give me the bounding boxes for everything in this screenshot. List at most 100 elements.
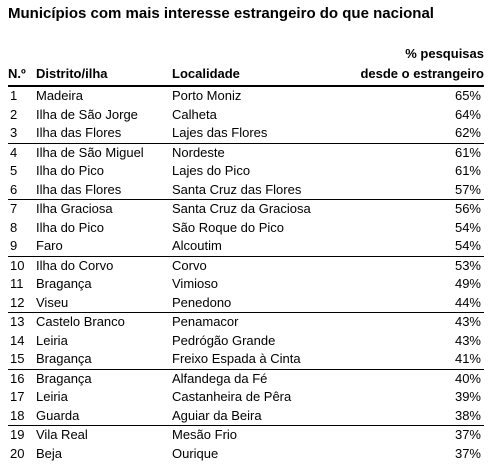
table-row: 19 Vila Real Mesão Frio 37% [8,425,484,445]
table-row: 11 Bragança Vimioso 49% [8,275,484,294]
row-percent: 39% [454,389,481,404]
row-percent: 65% [454,88,481,103]
table-row: 1 Madeira Porto Moniz 65% [8,85,484,106]
row-percent: 43% [454,332,481,348]
table-row: 20 Beja Ourique 37% [8,445,484,464]
row-percent: 61% [454,163,481,178]
row-localidade: Penamacor [172,314,239,329]
table-row: 16 Bragança Alfandega da Fé 40% [8,368,484,389]
row-percent: 44% [454,294,481,310]
row-localidade: Calheta [172,106,217,122]
row-distrito: Ilha do Corvo [36,257,114,273]
row-distrito: Ilha das Flores [36,181,122,197]
row-distrito: Leiria [36,332,68,348]
row-number: 18 [10,407,25,423]
column-header-number: N.º [8,66,26,81]
row-localidade: Pedrógão Grande [172,332,276,348]
row-percent: 54% [454,238,481,253]
row-percent: 56% [454,201,481,216]
row-localidade: Nordeste [172,144,225,160]
row-number: 10 [10,257,25,273]
row-distrito: Ilha de São Miguel [36,144,144,160]
row-distrito: Ilha das Flores [36,125,122,140]
row-percent: 53% [454,257,481,273]
row-number: 16 [10,370,25,386]
table-row: 6 Ilha das Flores Santa Cruz das Flores 57% [8,181,484,200]
table-row: 4 Ilha de São Miguel Nordeste 61% [8,142,484,163]
row-number: 1 [10,88,18,103]
row-localidade: Lajes das Flores [172,125,268,140]
row-percent: 43% [454,314,481,329]
row-distrito: Ilha Graciosa [36,201,113,216]
row-number: 5 [10,163,18,178]
row-localidade: Porto Moniz [172,88,242,103]
row-localidade: São Roque do Pico [172,219,285,235]
column-header-percent-line1: % pesquisas [405,46,484,61]
row-localidade: Ourique [172,445,219,461]
row-number: 2 [10,106,18,122]
row-localidade: Lajes do Pico [172,163,251,178]
row-distrito: Faro [36,238,63,253]
page-title: Municípios com mais interesse estrangeir… [8,5,434,22]
data-table: 1 Madeira Porto Moniz 65% 2 Ilha de São Jorge… [8,85,484,463]
row-localidade: Aguiar da Beira [172,407,262,423]
row-distrito: Castelo Branco [36,314,125,329]
row-percent: 54% [454,219,481,235]
row-number: 12 [10,294,25,310]
row-number: 7 [10,201,18,216]
table-row: 10 Ilha do Corvo Corvo 53% [8,255,484,276]
row-distrito: Viseu [36,294,69,310]
table-row: 3 Ilha das Flores Lajes das Flores 62% [8,124,484,143]
row-distrito: Leiria [36,389,68,404]
row-localidade: Santa Cruz da Graciosa [172,201,311,216]
row-percent: 57% [454,181,481,197]
row-localidade: Penedono [172,294,232,310]
row-number: 4 [10,144,18,160]
table-row: 9 Faro Alcoutim 54% [8,237,484,256]
row-percent: 40% [454,370,481,386]
table-row: 18 Guarda Aguiar da Beira 38% [8,407,484,426]
row-number: 13 [10,314,25,329]
row-distrito: Ilha do Pico [36,163,104,178]
row-number: 9 [10,238,18,253]
row-localidade: Alcoutim [172,238,222,253]
row-distrito: Madeira [36,88,83,103]
row-distrito: Guarda [36,407,80,423]
row-distrito: Beja [36,445,63,461]
column-header-distrito: Distrito/ilha [36,66,108,81]
row-percent: 41% [454,351,481,366]
row-number: 8 [10,219,18,235]
row-localidade: Corvo [172,257,207,273]
column-header-percent-line2: desde o estrangeiro [360,66,484,81]
row-percent: 61% [454,144,481,160]
row-localidade: Santa Cruz das Flores [172,181,302,197]
row-percent: 38% [454,407,481,423]
column-header-localidade: Localidade [172,66,240,81]
row-localidade: Freixo Espada à Cinta [172,351,301,366]
row-distrito: Bragança [36,370,92,386]
row-distrito: Bragança [36,351,92,366]
row-distrito: Vila Real [36,427,88,442]
table-row: 15 Bragança Freixo Espada à Cinta 41% [8,350,484,369]
row-number: 15 [10,351,25,366]
table-row: 5 Ilha do Pico Lajes do Pico 61% [8,162,484,181]
row-localidade: Castanheira de Pêra [172,389,292,404]
row-percent: 37% [454,427,481,442]
table-row: 8 Ilha do Pico São Roque do Pico 54% [8,219,484,238]
row-percent: 62% [454,125,481,140]
row-percent: 49% [454,276,481,291]
table-row: 2 Ilha de São Jorge Calheta 64% [8,106,484,125]
row-number: 17 [10,389,25,404]
table-row: 14 Leiria Pedrógão Grande 43% [8,332,484,351]
row-percent: 64% [454,106,481,122]
table-row: 17 Leiria Castanheira de Pêra 39% [8,388,484,407]
table-row: 7 Ilha Graciosa Santa Cruz da Graciosa 56% [8,199,484,219]
row-distrito: Ilha do Pico [36,219,104,235]
row-localidade: Mesão Frio [172,427,238,442]
row-distrito: Bragança [36,276,92,291]
row-distrito: Ilha de São Jorge [36,106,138,122]
row-number: 19 [10,427,25,442]
row-localidade: Alfandega da Fé [172,370,268,386]
row-number: 3 [10,125,18,140]
row-number: 6 [10,181,18,197]
